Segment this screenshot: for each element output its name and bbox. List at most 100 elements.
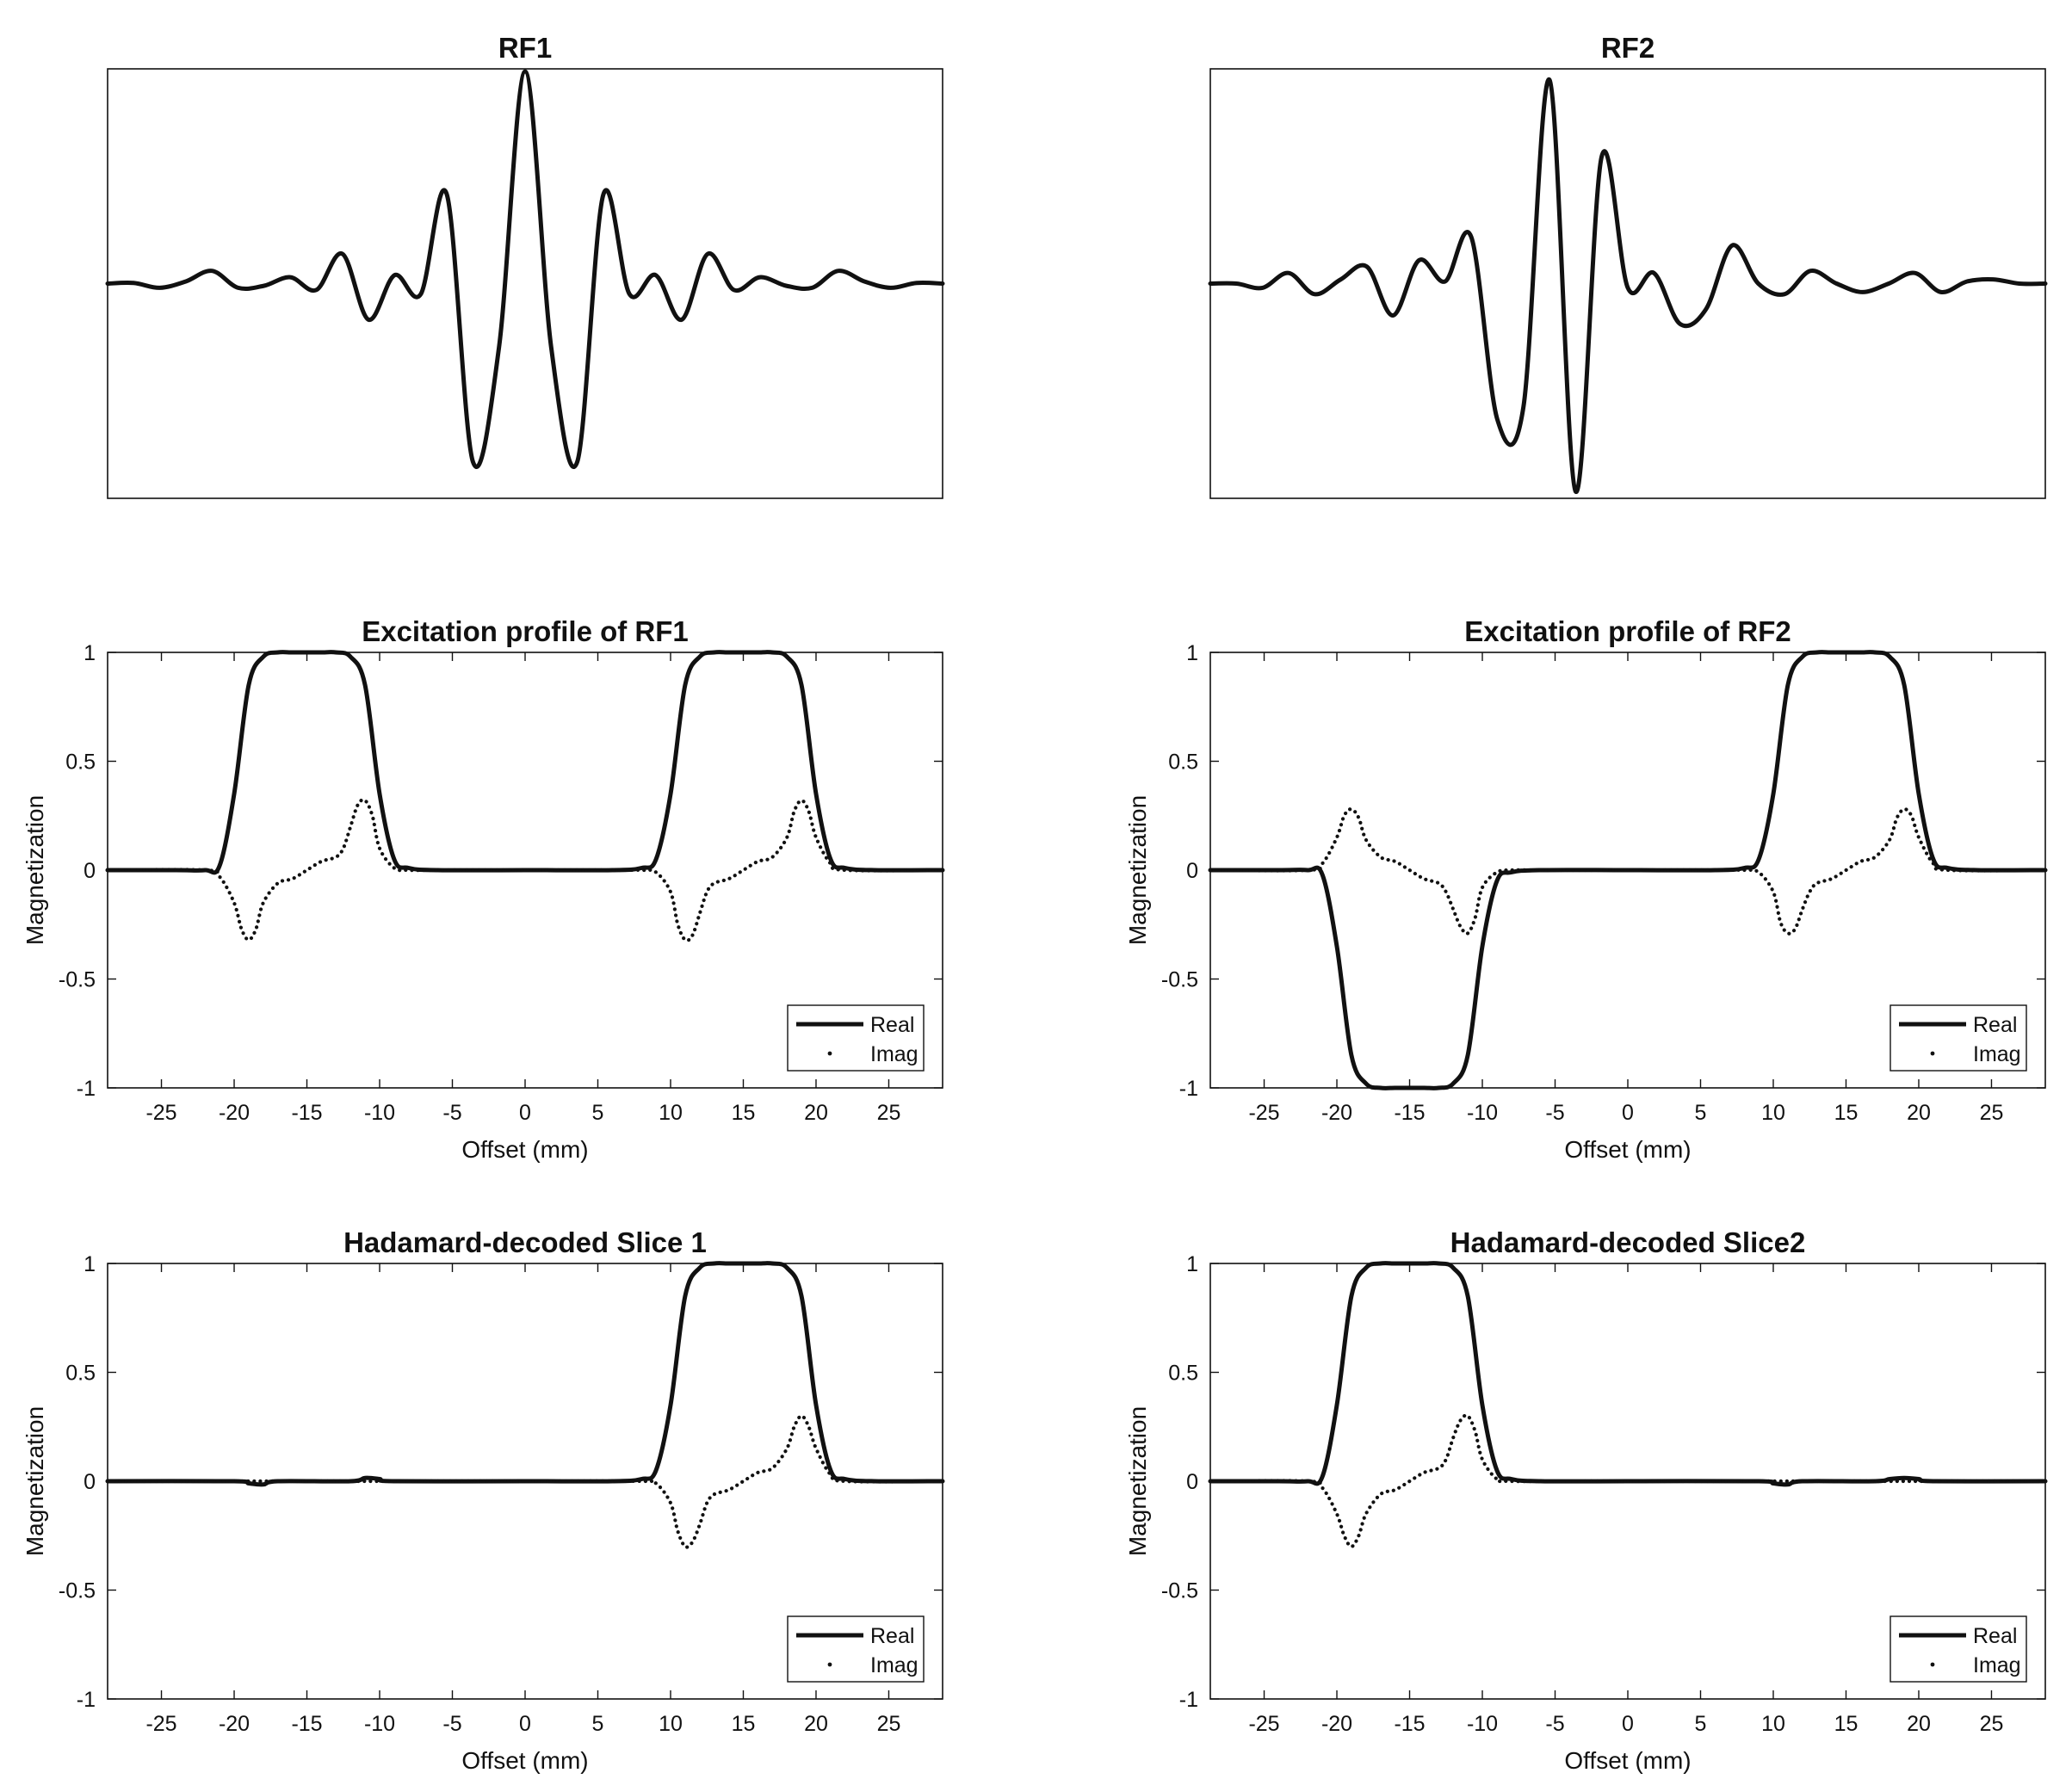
y-tick-label: 1	[1186, 641, 1198, 665]
legend-label: Imag	[1973, 1653, 2021, 1677]
chart-title: RF1	[498, 32, 552, 64]
y-tick-label: -1	[1179, 1688, 1198, 1712]
legend-label: Real	[1973, 1013, 2017, 1037]
y-tick-label: 0	[83, 859, 96, 883]
x-tick-label: 0	[519, 1712, 531, 1736]
y-axis-label: Magnetization	[22, 1406, 48, 1556]
x-axis-label: Offset (mm)	[461, 1136, 588, 1163]
legend-label: Imag	[1973, 1042, 2021, 1066]
x-tick-label: 20	[804, 1712, 828, 1736]
chart-title: Excitation profile of RF2	[1464, 615, 1791, 647]
x-tick-label: 10	[1761, 1712, 1785, 1736]
series-waveform-line	[105, 69, 945, 469]
chart-title: Excitation profile of RF1	[362, 615, 689, 647]
chart-rf1: RF1	[105, 32, 945, 499]
x-tick-label: 5	[592, 1101, 604, 1125]
y-tick-label: 0	[1186, 859, 1198, 883]
chart-exc1: Excitation profile of RF1-25 -20 -15 -10 -5 0…	[22, 615, 945, 1163]
y-tick-label: 0	[83, 1470, 96, 1494]
x-tick-label: 25	[1980, 1101, 2004, 1125]
x-tick-label: 25	[877, 1712, 901, 1736]
x-tick-label: -20	[219, 1712, 250, 1736]
x-tick-label: -10	[1467, 1712, 1498, 1736]
y-tick-label: 0.5	[65, 1362, 96, 1386]
y-tick-label: -0.5	[1161, 1579, 1198, 1603]
x-tick-label: 15	[732, 1712, 756, 1736]
y-axis-label: Magnetization	[22, 795, 48, 945]
series-real-line	[105, 650, 945, 875]
legend-swatch-dotted	[1930, 1662, 1935, 1667]
x-tick-label: -20	[1321, 1712, 1352, 1736]
x-tick-label: -15	[1394, 1712, 1425, 1736]
x-tick-label: -25	[145, 1712, 176, 1736]
x-tick-label: 0	[1622, 1712, 1634, 1736]
chart-exc2: Excitation profile of RF2-25 -20 -15 -10 -5 0…	[1124, 615, 2048, 1163]
legend-box	[787, 1615, 925, 1683]
x-tick-label: -15	[291, 1712, 322, 1736]
x-tick-label: 5	[592, 1712, 604, 1736]
y-tick-label: 1	[1186, 1252, 1198, 1276]
legend-box	[1890, 1615, 2027, 1683]
x-tick-label: -5	[1545, 1101, 1564, 1125]
chart-title: Hadamard-decoded Slice 1	[343, 1226, 707, 1258]
chart-rf2: RF2	[1208, 32, 2048, 499]
x-tick-label: -5	[1545, 1712, 1564, 1736]
y-tick-label: 1	[83, 641, 96, 665]
chart-had2: Hadamard-decoded Slice2-25 -20 -15 -10 -5 0 5 1…	[1124, 1226, 2048, 1774]
series-imag-line	[1208, 807, 2048, 936]
legend-box	[787, 1004, 925, 1072]
x-tick-label: -10	[364, 1101, 395, 1125]
x-tick-label: 0	[519, 1101, 531, 1125]
x-tick-label: -15	[1394, 1101, 1425, 1125]
legend-label: Real	[1973, 1624, 2017, 1648]
x-tick-label: 15	[1834, 1101, 1859, 1125]
y-tick-label: -1	[1179, 1077, 1198, 1101]
x-tick-label: 15	[732, 1101, 756, 1125]
y-axis-label: Magnetization	[1124, 795, 1151, 945]
y-tick-label: -0.5	[1161, 968, 1198, 992]
y-tick-label: 0.5	[1168, 1362, 1198, 1386]
legend-swatch-dotted	[827, 1662, 832, 1667]
chart-title: RF2	[1601, 32, 1655, 64]
legend-label: Real	[870, 1013, 914, 1037]
legend: Real Imag	[787, 1615, 925, 1683]
legend-label: Real	[870, 1624, 914, 1648]
x-tick-label: 10	[659, 1101, 683, 1125]
y-axis-label: Magnetization	[1124, 1406, 1151, 1556]
chart-had1: Hadamard-decoded Slice 1-25 -20 -15 -10 -5 0 5…	[22, 1226, 945, 1774]
chart-title: Hadamard-decoded Slice2	[1450, 1226, 1806, 1258]
x-tick-label: -15	[291, 1101, 322, 1125]
x-tick-label: -25	[1248, 1712, 1279, 1736]
legend: Real Imag	[1890, 1004, 2027, 1072]
series-imag-line	[1208, 1413, 2048, 1548]
x-tick-label: 25	[1980, 1712, 2004, 1736]
series-real-line	[105, 1261, 945, 1487]
y-tick-label: -1	[77, 1077, 96, 1101]
y-tick-label: 0.5	[65, 751, 96, 775]
legend-label: Imag	[870, 1653, 918, 1677]
x-tick-label: -25	[1248, 1101, 1279, 1125]
series-imag-line	[105, 798, 945, 942]
y-tick-label: 0.5	[1168, 751, 1198, 775]
x-axis-label: Offset (mm)	[1564, 1136, 1691, 1163]
series-real-line	[1208, 1261, 2048, 1487]
legend: Real Imag	[1890, 1615, 2027, 1683]
x-tick-label: 5	[1695, 1101, 1707, 1125]
x-tick-label: -20	[1321, 1101, 1352, 1125]
y-tick-label: -1	[77, 1688, 96, 1712]
series-imag-line	[105, 1414, 945, 1549]
x-tick-label: -5	[442, 1101, 461, 1125]
x-tick-label: -5	[442, 1712, 461, 1736]
y-tick-label: 0	[1186, 1470, 1198, 1494]
legend-label: Imag	[870, 1042, 918, 1066]
x-tick-label: 20	[804, 1101, 828, 1125]
legend-box	[1890, 1004, 2027, 1072]
y-tick-label: -0.5	[59, 1579, 96, 1603]
x-tick-label: -20	[219, 1101, 250, 1125]
x-axis-label: Offset (mm)	[461, 1747, 588, 1774]
x-tick-label: 10	[1761, 1101, 1785, 1125]
x-tick-label: -10	[364, 1712, 395, 1736]
x-tick-label: -10	[1467, 1101, 1498, 1125]
y-tick-label: -0.5	[59, 968, 96, 992]
